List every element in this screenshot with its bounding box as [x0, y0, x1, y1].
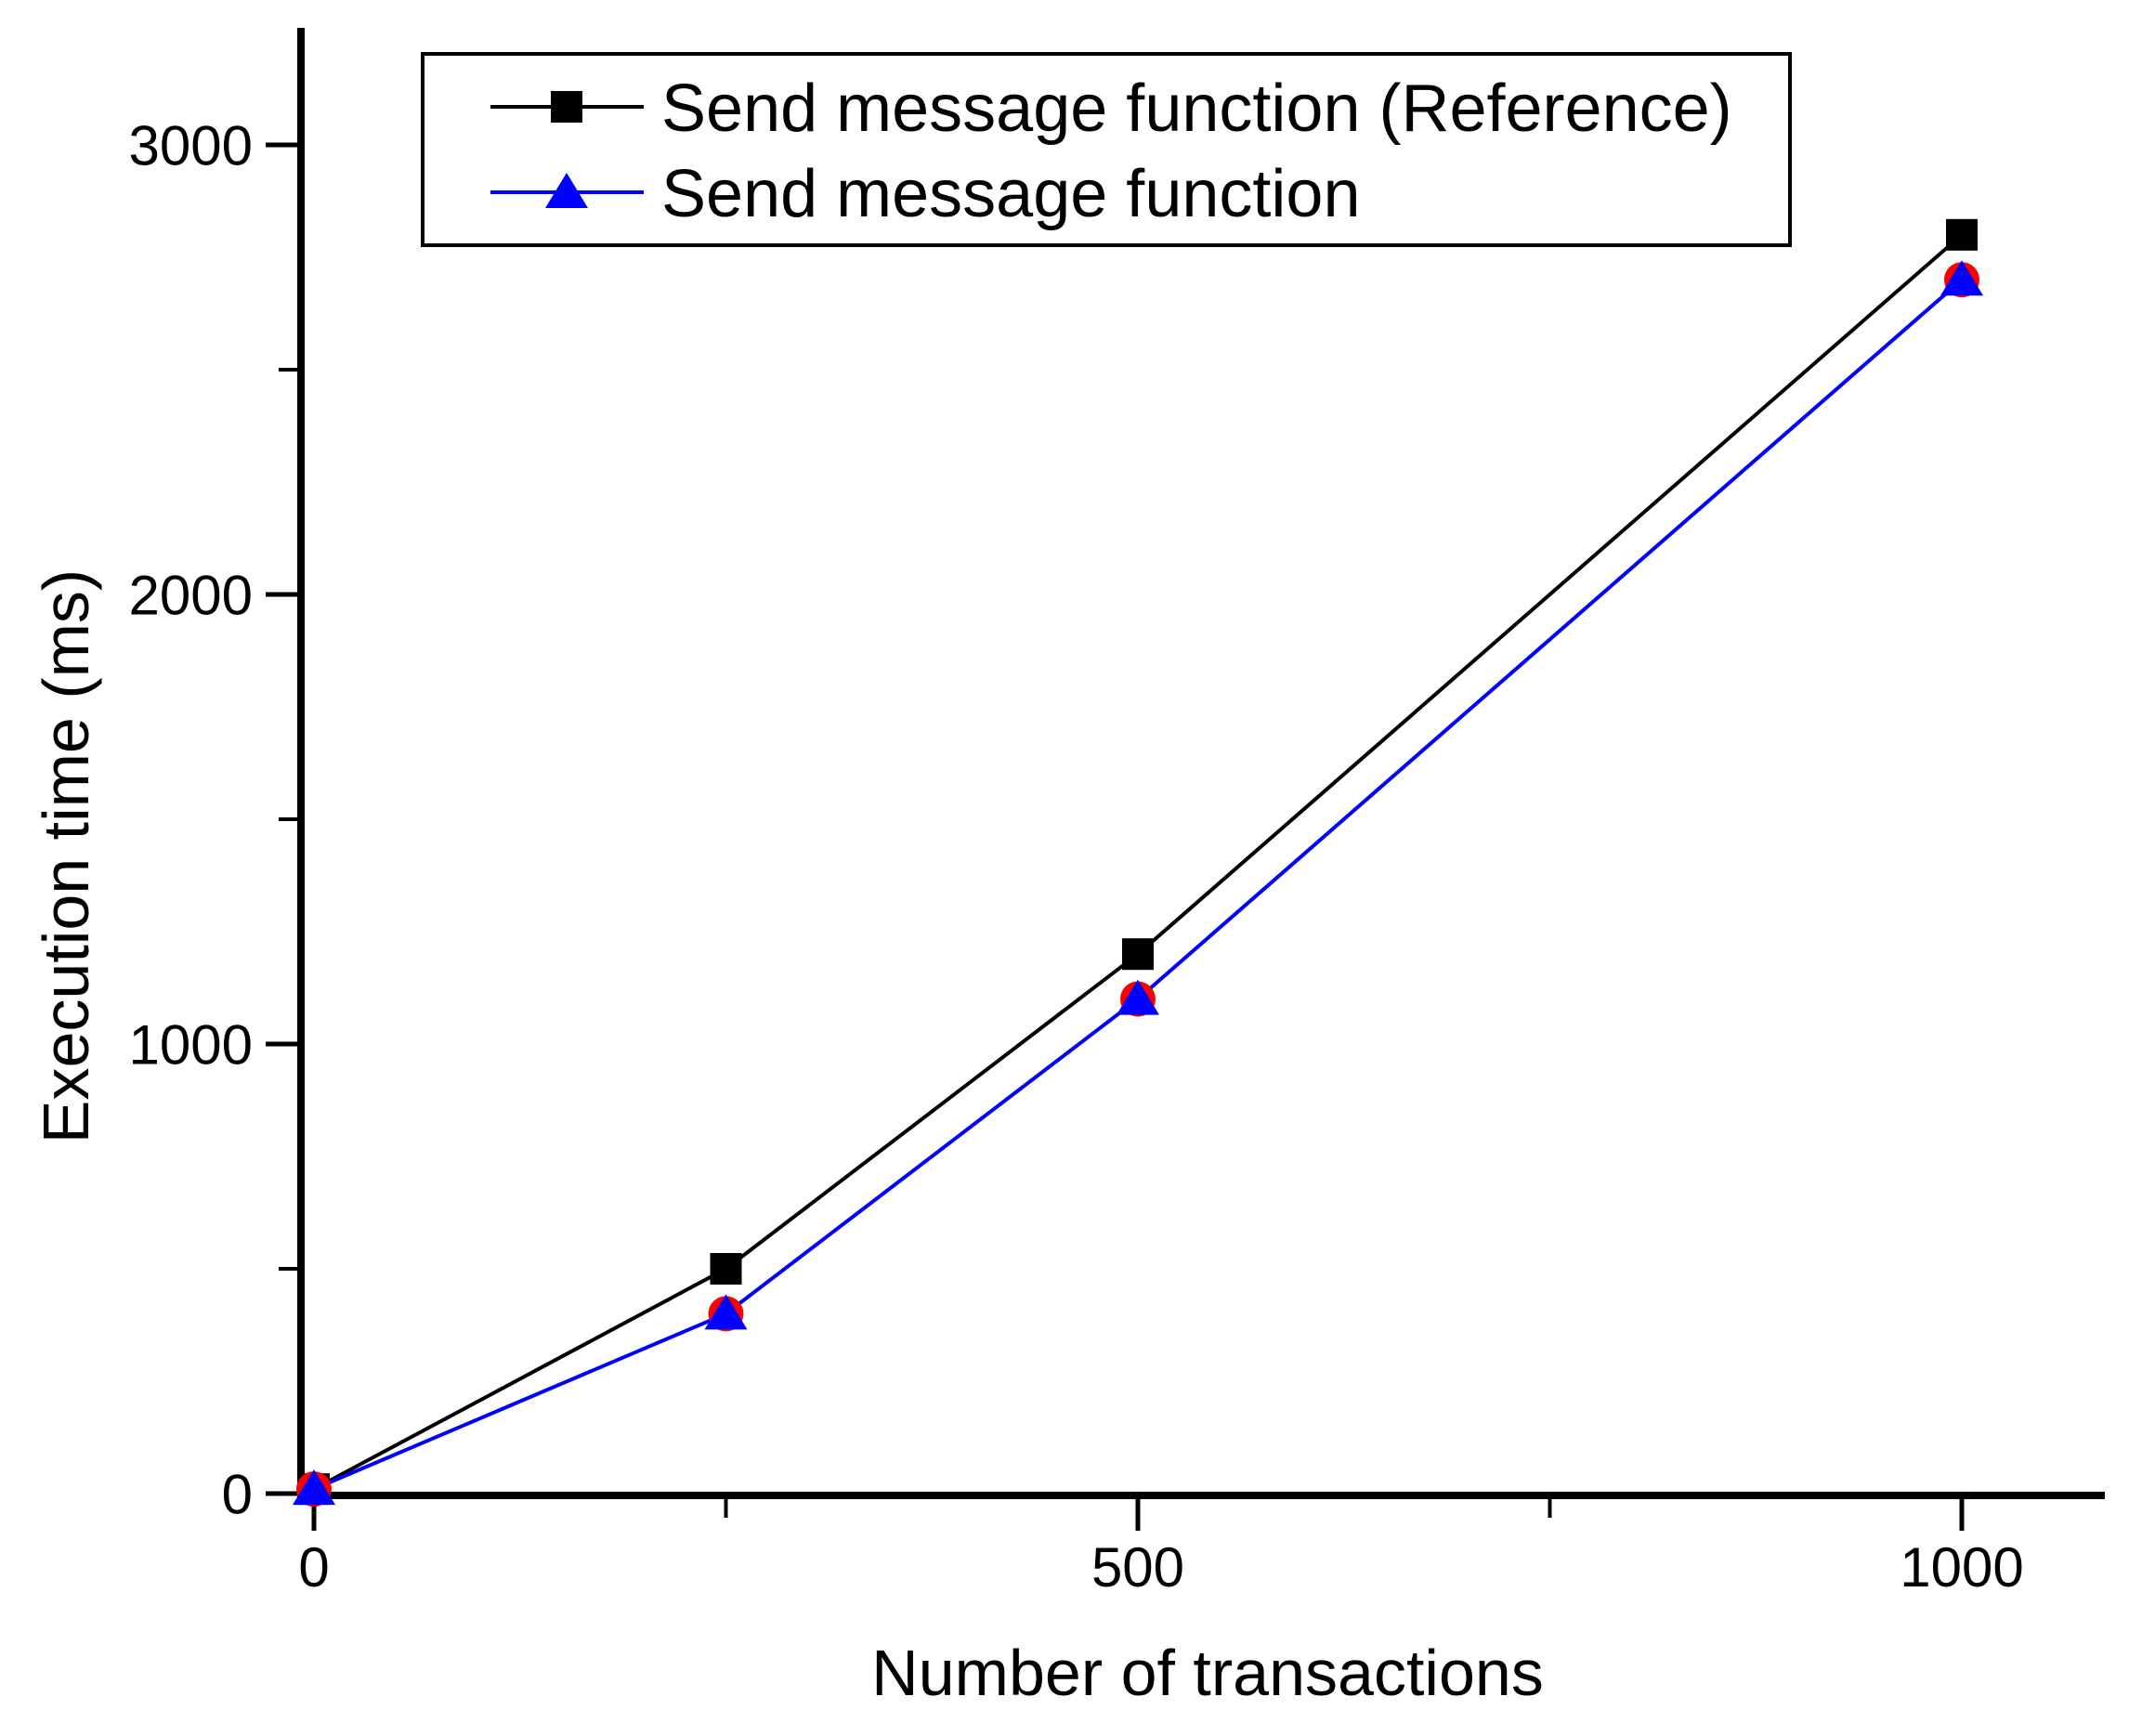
marker-triangle: [293, 1469, 335, 1506]
legend-label: Send message function (Reference): [661, 72, 1732, 146]
x-tick-label: 1000: [1900, 1536, 2023, 1599]
marker-square: [1946, 218, 1978, 251]
y-tick-label: 1000: [129, 1014, 253, 1077]
marker-triangle: [1117, 979, 1159, 1015]
series-line-triangle: [313, 278, 1964, 1492]
legend-box: [421, 52, 1792, 247]
legend-marker-square: [551, 91, 582, 123]
x-tick-label: 500: [1091, 1536, 1184, 1599]
x-tick-label: 0: [298, 1536, 329, 1599]
series-line-square: [313, 233, 1964, 1491]
x-axis-title: Number of transactions: [871, 1637, 1544, 1709]
y-tick-label: 2000: [129, 565, 253, 627]
y-tick-label: 0: [222, 1464, 253, 1526]
marker-square: [1122, 938, 1154, 971]
legend-label: Send message function: [661, 157, 1360, 231]
y-axis-title: Execution time (ms): [30, 569, 102, 1143]
legend-marker-triangle: [545, 173, 588, 208]
axis-lines: [297, 28, 2105, 1499]
marker-triangle: [1940, 260, 1983, 296]
y-tick-label: 3000: [129, 115, 253, 177]
marker-square: [710, 1253, 742, 1285]
marker-triangle: [704, 1294, 748, 1330]
